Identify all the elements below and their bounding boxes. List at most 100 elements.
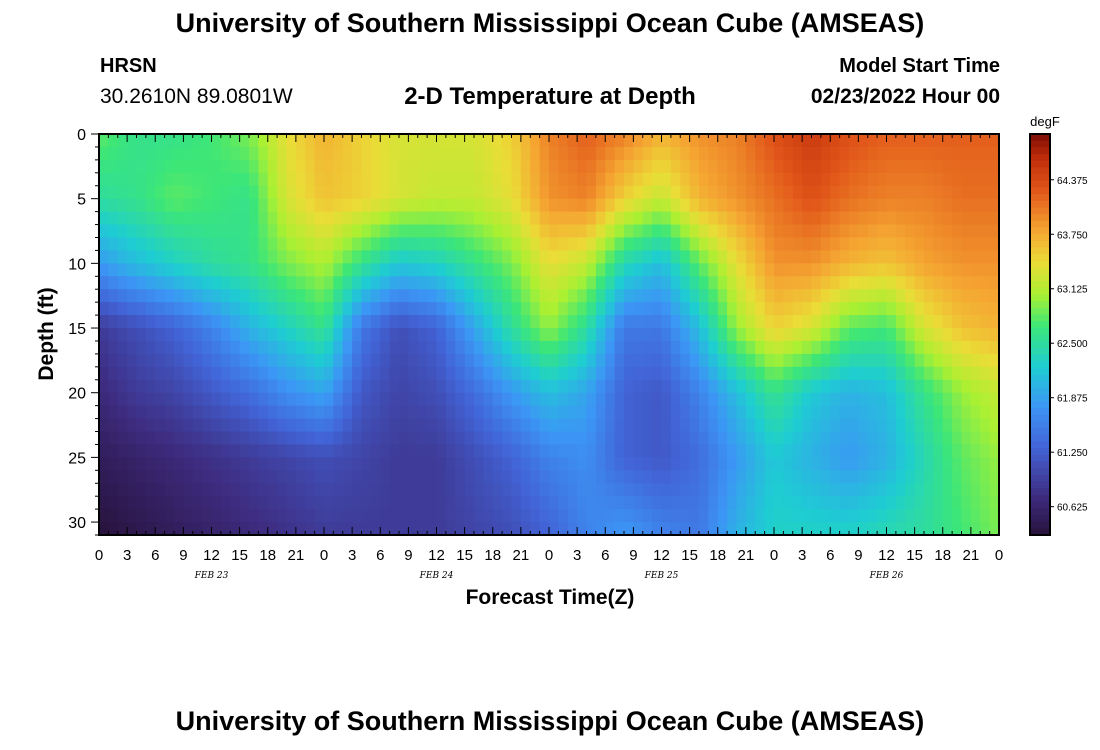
heatmap-cell xyxy=(989,276,1000,290)
heatmap-cell xyxy=(989,444,1000,458)
heatmap-cell xyxy=(295,211,306,226)
heatmap-cell xyxy=(155,159,166,174)
heatmap-cell xyxy=(342,146,353,161)
heatmap-cell xyxy=(483,134,494,148)
heatmap-cell xyxy=(961,328,972,342)
heatmap-cell xyxy=(858,496,869,510)
heatmap-cell xyxy=(333,418,344,433)
heatmap-cell xyxy=(342,418,353,433)
heatmap-cell xyxy=(145,483,156,497)
colorbar-unit-label: degF xyxy=(1030,114,1060,129)
heatmap-cell xyxy=(849,211,859,226)
heatmap-cell xyxy=(914,276,925,290)
heatmap-cell xyxy=(970,353,981,368)
heatmap-cell xyxy=(736,289,747,303)
heatmap-cell xyxy=(267,185,278,200)
heatmap-cell xyxy=(839,263,850,277)
heatmap-cell xyxy=(145,340,156,355)
x-tick-label: 15 xyxy=(681,547,698,564)
heatmap-cell xyxy=(483,418,494,433)
heatmap-cell xyxy=(530,185,541,200)
heatmap-cell xyxy=(811,289,822,303)
heatmap-cell xyxy=(736,134,747,148)
heatmap-cell xyxy=(127,470,138,484)
heatmap-cell xyxy=(417,340,428,355)
heatmap-cell xyxy=(830,302,841,316)
y-axis-label: Depth (ft) xyxy=(35,287,58,380)
heatmap-cell xyxy=(586,444,597,458)
heatmap-cell xyxy=(745,379,756,394)
heatmap-cell xyxy=(520,328,531,342)
heatmap-cell xyxy=(145,211,156,226)
heatmap-cell xyxy=(342,250,353,264)
heatmap-cell xyxy=(670,276,681,290)
heatmap-cell xyxy=(745,328,756,342)
heatmap-cell xyxy=(417,379,428,394)
heatmap-cell xyxy=(652,224,663,239)
heatmap-cell xyxy=(211,431,222,446)
heatmap-cell xyxy=(99,276,109,290)
heatmap-cell xyxy=(155,185,166,200)
heatmap-cell xyxy=(427,392,438,407)
heatmap-cell xyxy=(586,302,597,316)
heatmap-cell xyxy=(370,224,381,239)
heatmap-cell xyxy=(764,509,775,523)
heatmap-cell xyxy=(249,483,259,497)
heatmap-cell xyxy=(474,483,484,497)
x-tick-label: 21 xyxy=(513,547,530,564)
heatmap-cell xyxy=(230,146,241,161)
heatmap-cell xyxy=(577,263,588,277)
heatmap-cell xyxy=(286,431,297,446)
heatmap-cell xyxy=(145,431,156,446)
heatmap-cell xyxy=(764,522,775,536)
heatmap-cell xyxy=(286,340,297,355)
heatmap-cell xyxy=(314,496,325,510)
heatmap-cell xyxy=(586,250,597,264)
heatmap-cell xyxy=(333,353,344,368)
heatmap-cell xyxy=(530,315,541,329)
heatmap-cell xyxy=(717,470,728,484)
heatmap-cell xyxy=(361,289,372,303)
heatmap-cell xyxy=(755,276,766,290)
heatmap-cell xyxy=(286,496,297,510)
heatmap-cell xyxy=(942,392,953,407)
heatmap-cell xyxy=(933,211,944,226)
heatmap-cell xyxy=(605,522,616,536)
heatmap-cell xyxy=(736,457,747,471)
heatmap-cell xyxy=(745,509,756,523)
heatmap-cell xyxy=(914,366,925,381)
heatmap-cell xyxy=(145,198,156,213)
heatmap-cell xyxy=(830,353,841,368)
heatmap-cell xyxy=(314,392,325,407)
heatmap-cell xyxy=(605,211,616,226)
heatmap-cell xyxy=(820,315,831,329)
heatmap-cell xyxy=(577,198,588,213)
heatmap-cell xyxy=(989,522,1000,536)
heatmap-cell xyxy=(699,276,709,290)
heatmap-cell xyxy=(980,198,991,213)
heatmap-cell xyxy=(549,198,559,213)
heatmap-cell xyxy=(867,185,878,200)
heatmap-cell xyxy=(408,392,419,407)
heatmap-cell xyxy=(492,159,503,174)
heatmap-cell xyxy=(811,379,822,394)
heatmap-cell xyxy=(117,237,128,252)
heatmap-cell xyxy=(989,340,1000,355)
heatmap-cell xyxy=(436,431,447,446)
x-tick-label: 9 xyxy=(854,547,862,564)
colorbar-segment xyxy=(1030,381,1050,389)
heatmap-cell xyxy=(380,289,391,303)
heatmap-cell xyxy=(389,198,400,213)
heatmap-cell xyxy=(155,250,166,264)
heatmap-cell xyxy=(736,392,747,407)
heatmap-cell xyxy=(202,289,213,303)
heatmap-cell xyxy=(483,302,494,316)
heatmap-cell xyxy=(727,185,738,200)
heatmap-cell xyxy=(717,185,728,200)
heatmap-cell xyxy=(924,146,934,161)
heatmap-cell xyxy=(980,470,991,484)
heatmap-cell xyxy=(370,444,381,458)
heatmap-cell xyxy=(258,302,269,316)
heatmap-cell xyxy=(305,146,316,161)
heatmap-cell xyxy=(192,509,203,523)
